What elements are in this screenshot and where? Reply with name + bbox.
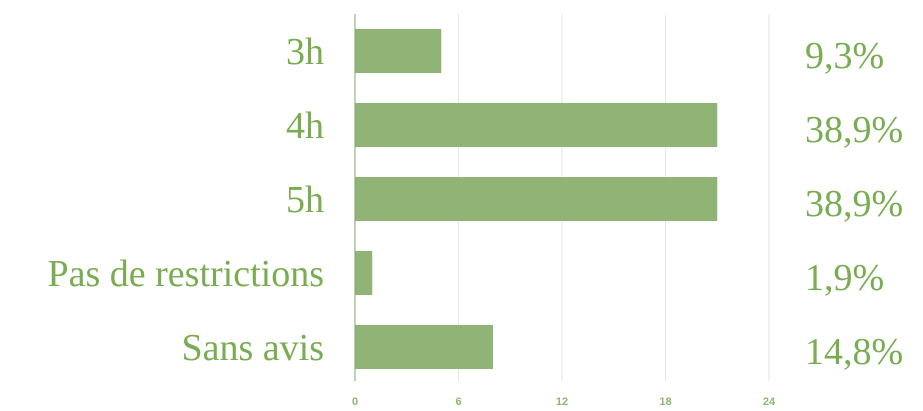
data-label: 38,9% bbox=[805, 109, 903, 151]
percentage-labels: 9,3% 38,9% 38,9% 1,9% 14,8% bbox=[805, 35, 903, 373]
x-tick-label: 12 bbox=[556, 396, 568, 408]
bars bbox=[355, 29, 718, 369]
category-label: 3h bbox=[286, 31, 324, 73]
data-label: 1,9% bbox=[805, 257, 884, 299]
data-label: 14,8% bbox=[805, 331, 903, 373]
x-tick-label: 6 bbox=[455, 396, 461, 408]
bar bbox=[355, 251, 373, 295]
x-axis-tick-labels: 0 6 12 18 24 bbox=[352, 396, 776, 408]
category-label: 5h bbox=[286, 179, 324, 221]
x-tick-label: 24 bbox=[763, 396, 776, 408]
category-label: Sans avis bbox=[182, 327, 325, 369]
bar bbox=[355, 325, 493, 369]
x-tick-label: 0 bbox=[352, 396, 358, 408]
category-label: 4h bbox=[286, 105, 324, 147]
data-label: 38,9% bbox=[805, 183, 903, 225]
bar bbox=[355, 29, 442, 73]
bar bbox=[355, 103, 718, 147]
category-label: Pas de restrictions bbox=[47, 253, 324, 295]
data-label: 9,3% bbox=[805, 35, 884, 77]
category-labels: 3h 4h 5h Pas de restrictions Sans avis bbox=[47, 31, 324, 369]
x-tick-label: 18 bbox=[659, 396, 671, 408]
bar bbox=[355, 177, 718, 221]
